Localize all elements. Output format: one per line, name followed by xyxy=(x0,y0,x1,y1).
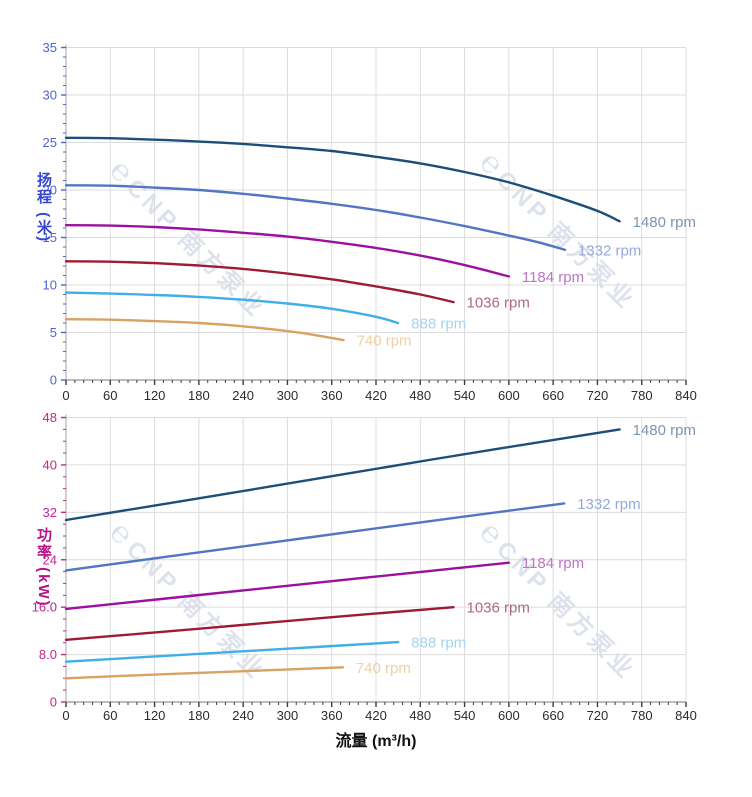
x-tick-label: 540 xyxy=(454,388,476,403)
curve-1184-rpm xyxy=(64,561,511,611)
curve-888-rpm xyxy=(64,640,400,663)
y-tick-label: 0 xyxy=(50,695,57,710)
x-tick-label: 720 xyxy=(587,388,609,403)
curve-label-1036-rpm: 1036 rpm xyxy=(467,295,530,312)
y-tick-label: 35 xyxy=(43,40,57,55)
x-tick-label: 0 xyxy=(62,708,69,723)
x-tick-label: 120 xyxy=(144,708,166,723)
curve-1184-rpm xyxy=(64,224,511,278)
x-tick-label: 780 xyxy=(631,388,653,403)
curve-740-rpm xyxy=(64,666,344,680)
curve-1480-rpm xyxy=(64,136,621,223)
y-tick-label: 24 xyxy=(43,552,57,567)
x-tick-label: 420 xyxy=(365,388,387,403)
x-tick-label: 840 xyxy=(675,708,697,723)
y-tick-label: 48 xyxy=(43,410,57,425)
x-tick-label: 300 xyxy=(277,708,299,723)
y-tick-label: 30 xyxy=(43,88,57,103)
y-tick-label: 40 xyxy=(43,457,57,472)
head-axis-title: 扬程 (米) xyxy=(35,172,52,244)
curve-label-740-rpm: 740 rpm xyxy=(356,660,411,677)
x-tick-label: 120 xyxy=(144,388,166,403)
x-tick-label: 600 xyxy=(498,708,520,723)
x-tick-label: 300 xyxy=(277,388,299,403)
x-tick-label: 60 xyxy=(103,388,117,403)
curve-label-888-rpm: 888 rpm xyxy=(411,316,466,333)
x-tick-label: 60 xyxy=(103,708,117,723)
x-tick-label: 840 xyxy=(675,388,697,403)
curve-1332-rpm xyxy=(64,184,567,251)
curve-label-740-rpm: 740 rpm xyxy=(357,333,412,350)
y-tick-label: 0 xyxy=(50,373,57,388)
curve-label-888-rpm: 888 rpm xyxy=(411,635,466,652)
x-tick-label: 480 xyxy=(409,388,431,403)
x-tick-label: 360 xyxy=(321,708,343,723)
y-tick-label: 16.0 xyxy=(32,600,57,615)
x-tick-label: 540 xyxy=(454,708,476,723)
curve-1036-rpm xyxy=(64,606,455,641)
x-tick-label: 360 xyxy=(321,388,343,403)
x-tick-label: 240 xyxy=(232,708,254,723)
y-tick-label: 32 xyxy=(43,505,57,520)
power-axis-title: 功率 (kW) xyxy=(35,527,52,608)
x-tick-label: 480 xyxy=(409,708,431,723)
y-tick-label: 8.0 xyxy=(39,647,57,662)
curve-1480-rpm xyxy=(64,428,621,522)
x-tick-label: 240 xyxy=(232,388,254,403)
x-tick-label: 660 xyxy=(542,388,564,403)
curve-label-1332-rpm: 1332 rpm xyxy=(577,496,640,513)
curve-label-1332-rpm: 1332 rpm xyxy=(578,242,641,259)
curve-740-rpm xyxy=(64,318,345,342)
x-tick-label: 180 xyxy=(188,708,210,723)
x-tick-label: 660 xyxy=(542,708,564,723)
x-tick-label: 780 xyxy=(631,708,653,723)
y-tick-label: 5 xyxy=(50,325,57,340)
y-tick-label: 15 xyxy=(43,230,57,245)
x-tick-label: 720 xyxy=(587,708,609,723)
curve-label-1480-rpm: 1480 rpm xyxy=(633,422,696,439)
curve-label-1480-rpm: 1480 rpm xyxy=(633,214,696,231)
x-tick-label: 600 xyxy=(498,388,520,403)
curve-1332-rpm xyxy=(64,502,566,572)
curve-label-1184-rpm: 1184 rpm xyxy=(522,555,584,572)
x-tick-label: 420 xyxy=(365,708,387,723)
x-tick-label: 0 xyxy=(62,388,69,403)
curve-1036-rpm xyxy=(64,260,455,304)
y-tick-label: 10 xyxy=(43,278,57,293)
curve-888-rpm xyxy=(64,291,400,325)
y-tick-label: 20 xyxy=(43,183,57,198)
x-tick-label: 180 xyxy=(188,388,210,403)
curve-label-1184-rpm: 1184 rpm xyxy=(522,269,584,286)
flow-axis-title: 流量 (m³/h) xyxy=(335,733,417,750)
y-tick-label: 25 xyxy=(43,135,57,150)
curve-label-1036-rpm: 1036 rpm xyxy=(467,600,530,617)
